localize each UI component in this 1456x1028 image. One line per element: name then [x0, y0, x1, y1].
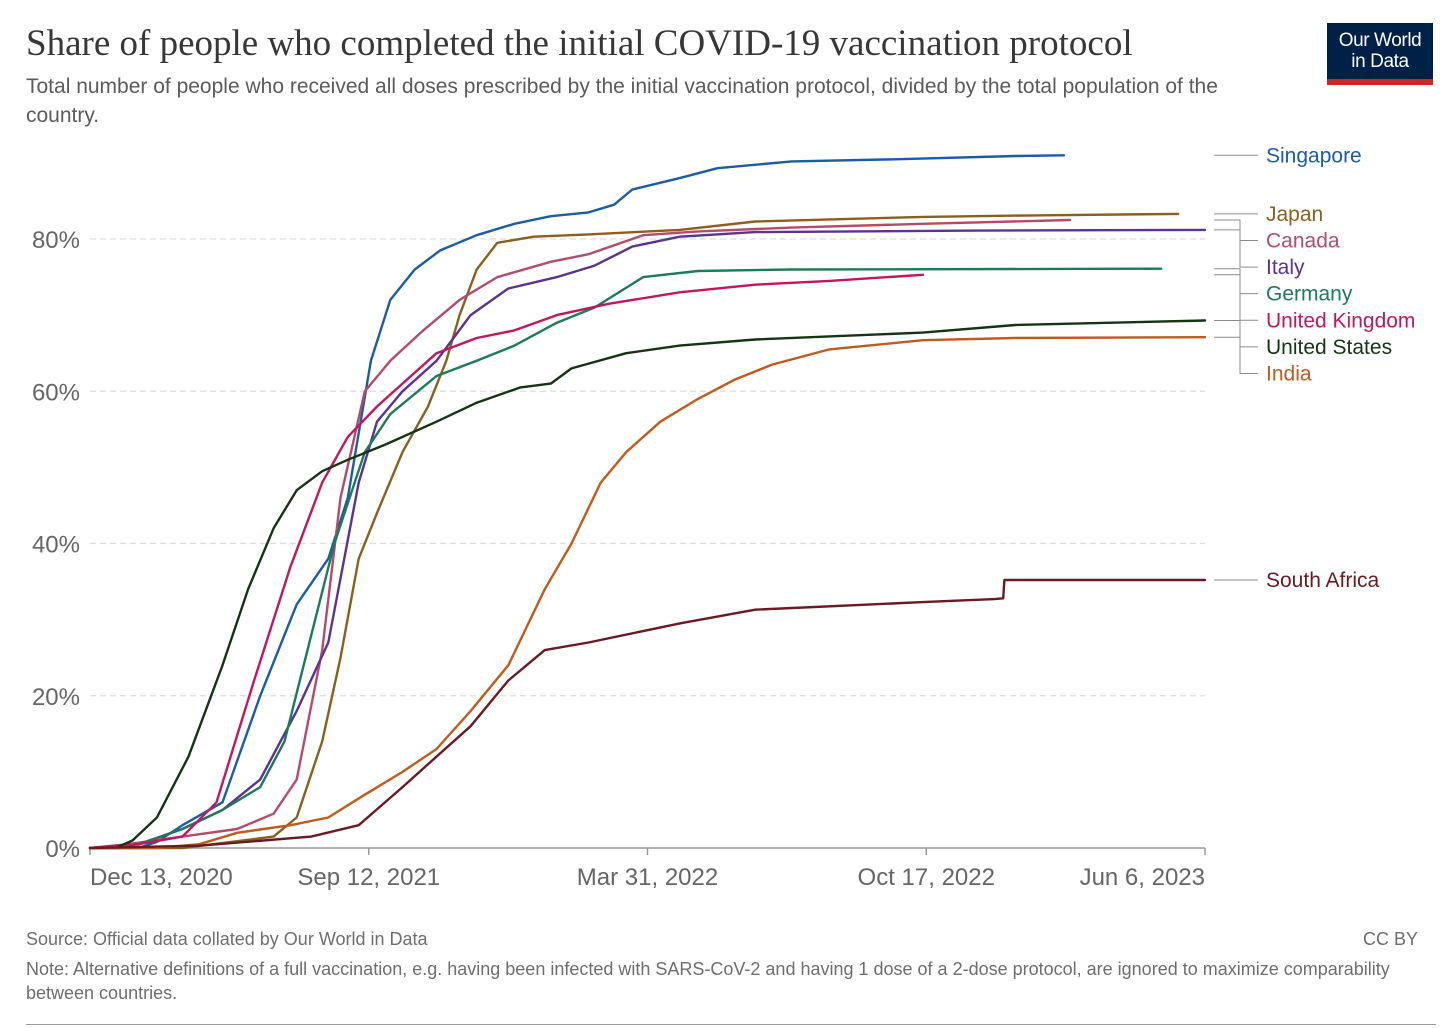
legend-label-united-states[interactable]: United States [1266, 336, 1392, 359]
x-tick-label: Dec 13, 2020 [90, 864, 233, 891]
series-line-south-africa[interactable] [88, 578, 1207, 850]
series-line-india[interactable] [88, 336, 1207, 850]
series-line-united-states[interactable] [88, 319, 1207, 850]
legend-label-united-kingdom[interactable]: United Kingdom [1266, 309, 1415, 332]
series-line-germany[interactable] [88, 267, 1163, 850]
legend-connector [1214, 319, 1258, 348]
x-tick-label: Sep 12, 2021 [297, 864, 440, 891]
x-tick-label: Jun 6, 2023 [1080, 864, 1205, 891]
x-tick-label: Mar 31, 2022 [577, 864, 718, 891]
y-tick-label: 20% [32, 684, 80, 711]
chart-subtitle: Total number of people who received all … [26, 75, 1218, 127]
series-lines [88, 154, 1207, 850]
chart-title: Share of people who completed the initia… [26, 23, 1133, 64]
legend-label-italy[interactable]: Italy [1266, 256, 1305, 279]
y-tick-label: 80% [32, 227, 80, 254]
legend-label-singapore[interactable]: Singapore [1266, 144, 1362, 167]
series-line-italy[interactable] [88, 228, 1207, 850]
series-line-united-kingdom[interactable] [88, 273, 925, 850]
y-tick-label: 60% [32, 379, 80, 406]
legend: Singapore Japan Canada Italy Germany United K… [1214, 144, 1415, 592]
grid-lines [90, 238, 1205, 697]
note-text: Note: Alternative definitions of a full … [26, 959, 1390, 1003]
legend-connector [1214, 336, 1258, 374]
logo-line-1: Our World [1338, 30, 1422, 51]
legend-connector [1214, 229, 1258, 268]
legend-label-south-africa[interactable]: South Africa [1266, 569, 1380, 592]
series-line-japan[interactable] [88, 212, 1180, 850]
legend-connector [1214, 274, 1258, 321]
legend-connector [1214, 268, 1258, 295]
legend-label-canada[interactable]: Canada [1266, 229, 1340, 252]
x-tick-label: Oct 17, 2022 [858, 864, 995, 891]
series-line-singapore[interactable] [88, 154, 1066, 850]
source-text: Source: Official data collated by Our Wo… [26, 929, 428, 949]
series-line-canada[interactable] [88, 218, 1072, 850]
y-tick-label: 40% [32, 532, 80, 559]
legend-label-germany[interactable]: Germany [1266, 283, 1353, 306]
logo-line-2: in Data [1351, 51, 1409, 72]
y-tick-label: 0% [45, 836, 80, 863]
legend-label-japan[interactable]: Japan [1266, 203, 1323, 226]
license-link[interactable]: CC BY [1363, 929, 1419, 949]
axes: 0% 20% 40% 60% 80% Dec 13, 2020 Sep 12, 2021 Ma… [32, 227, 1206, 891]
legend-label-india[interactable]: India [1266, 362, 1312, 385]
footer-divider [26, 1024, 1436, 1025]
owid-logo[interactable]: Our World in Data [1327, 23, 1433, 85]
logo-accent-bar [1327, 79, 1433, 85]
